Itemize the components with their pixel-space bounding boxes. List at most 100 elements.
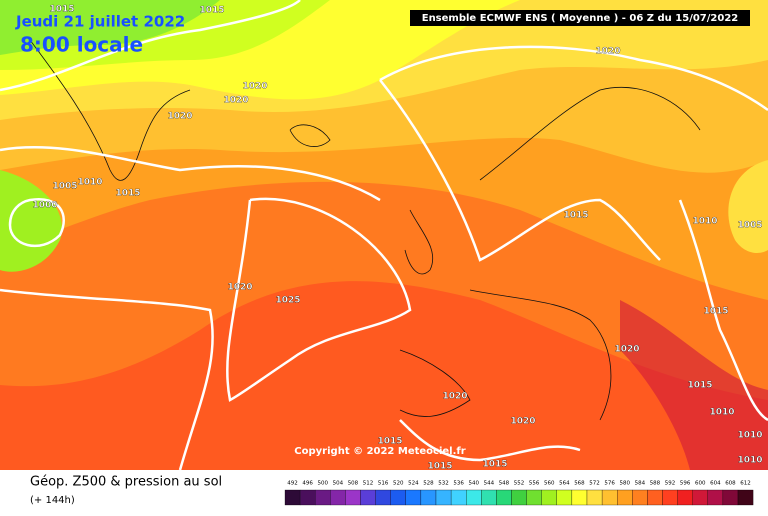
model-info: Ensemble ECMWF ENS ( Moyenne ) - 06 Z du… [422,13,739,24]
scale-swatch [360,489,376,506]
isobar-label: 1015 [687,381,712,391]
scale-swatch [315,489,331,506]
isobar-label: 1010 [709,408,734,418]
isobar-label: 1020 [595,47,620,57]
scale-label: 524 [408,481,419,487]
isobar [8,197,65,247]
isobar-label: 1020 [510,417,535,427]
isobar-label: 1000 [32,201,57,211]
scale-label: 508 [348,481,359,487]
scale-swatch [284,489,301,506]
isobar [379,45,768,112]
scale-label: 608 [725,481,736,487]
scale-label: 604 [710,481,721,487]
isobar-label: 1010 [77,178,102,188]
scale-label: 548 [499,481,510,487]
scale-label: 496 [302,481,313,487]
isobar-label: 1015 [377,437,402,447]
scale-swatch [571,489,588,506]
isobar-label: 1015 [482,460,507,470]
model-banner [410,10,750,26]
forecast-date: Jeudi 21 juillet 2022 [15,13,185,31]
zone-green [0,0,220,55]
scale-label: 536 [453,481,464,487]
scale-swatch [541,489,557,506]
scale-swatch [617,489,633,506]
color-scale: 492 496 500 504 508 512 516 520 524 528 532 536 540 5… [284,481,754,506]
isobar-label: 1020 [242,82,267,92]
scale-swatch [405,489,422,506]
isobar [0,0,301,92]
scale-swatch [601,489,618,506]
scale-swatch [375,489,391,506]
scale-swatch [586,489,603,506]
scale-swatch [450,489,467,506]
scale-swatch [435,489,452,506]
scale-label: 520 [393,481,404,487]
isobar-label: 1015 [427,462,452,472]
copyright: Copyright © 2022 Meteociel.fr [294,446,465,457]
isobar [0,288,214,471]
scale-swatch [556,489,573,506]
scale-label: 572 [589,481,600,487]
coastline [29,39,701,421]
scale-swatch [481,489,497,506]
scale-swatch [707,489,724,506]
scale-label: 584 [635,481,646,487]
scale-swatch [677,489,693,506]
isobar-label: 1005 [52,182,77,192]
scale-label: 552 [514,481,525,487]
isobar-label: 1020 [227,283,252,293]
scale-label: 532 [438,481,449,487]
legend-title: Géop. Z500 & pression au sol [30,475,222,490]
scale-swatch [511,489,527,506]
scale-label: 564 [559,481,570,487]
isobar-label: 1025 [275,296,300,306]
isobar-label: 1020 [167,112,192,122]
scale-swatch [632,489,648,506]
scale-label: 556 [529,481,540,487]
scale-label: 612 [740,481,751,487]
scale-label: 528 [423,481,434,487]
isobar-label: 1010 [692,217,717,227]
isobar-label: 1015 [563,211,588,221]
scale-label: 588 [650,481,661,487]
scale-swatch [662,489,678,506]
scale-swatch [420,489,437,506]
isobar-label: 1010 [737,431,762,441]
scale-label: 504 [333,481,344,487]
scale-label: 512 [363,481,374,487]
scale-label: 544 [484,481,495,487]
scale-swatch [299,489,316,506]
isobar-label: 1015 [49,5,74,15]
isobar-label: 1010 [737,456,762,466]
scale-label: 580 [620,481,631,487]
scale-label: 592 [665,481,676,487]
scale-label: 560 [544,481,555,487]
isobar [0,146,381,202]
isobar-label: 1020 [614,345,639,355]
isobar-label: 1005 [737,221,762,231]
scale-swatch [330,489,346,506]
scale-swatch [526,489,542,506]
scale-label: 576 [604,481,615,487]
zone-red-east [620,300,768,470]
scale-swatch [496,489,512,506]
isobar [678,199,768,422]
scale-label: 568 [574,481,585,487]
isobar-label: 1020 [442,392,467,402]
scale-label: 516 [378,481,389,487]
scale-label: 500 [318,481,329,487]
scale-swatch [692,489,708,506]
scale-swatch [390,489,406,506]
isobar [379,79,661,262]
isobar-label: 1020 [223,96,248,106]
scale-label: 492 [287,481,298,487]
zone-low [0,170,62,272]
isobar-label: 1015 [199,6,224,16]
scale-label: 600 [695,481,706,487]
scale-swatch [647,489,663,506]
